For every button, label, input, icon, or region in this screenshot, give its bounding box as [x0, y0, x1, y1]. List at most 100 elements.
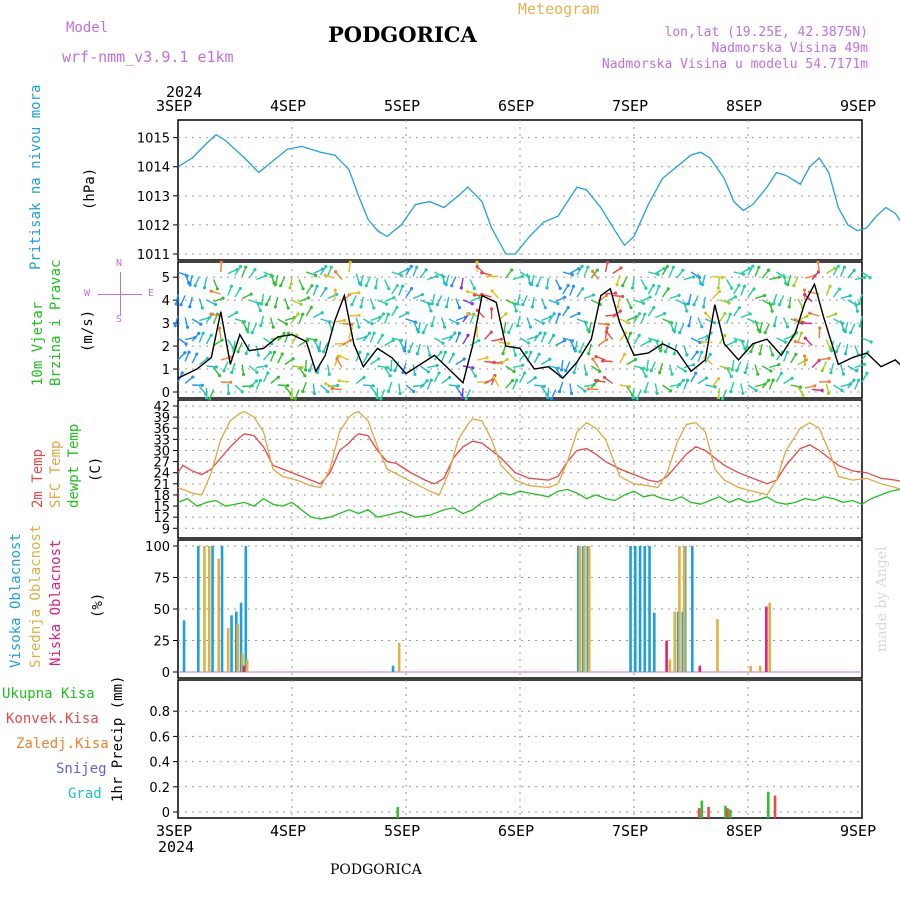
wind-arrow [573, 362, 578, 373]
wind-arrow-head [324, 264, 328, 269]
wind-arrow [412, 293, 423, 300]
wind-arrow-head [314, 338, 318, 342]
wind-arrow-head [792, 284, 796, 288]
cloud-bar-1 [668, 659, 672, 672]
wind-arrow [351, 295, 357, 305]
wind-arrow-head [766, 268, 771, 272]
wind-arrow-head [435, 274, 439, 278]
wind-arrow-head [480, 271, 484, 275]
wind-arrow-head [430, 302, 434, 306]
wind-arrow-head [651, 283, 656, 288]
wind-arrow [747, 288, 755, 298]
wind-arrow [711, 290, 720, 299]
wind-arrow-head [398, 391, 402, 396]
wind-arrow [569, 312, 580, 319]
cloud-bar-1 [678, 546, 681, 672]
wind-arrow [811, 271, 820, 280]
wind-arrow-head [195, 352, 199, 356]
wind-arrow [455, 298, 461, 309]
wind-arrow-head [700, 282, 704, 287]
wind-arrow-head [841, 372, 846, 376]
wind-arrow [782, 317, 789, 327]
wind-arrow [673, 343, 678, 354]
wind-arrow [647, 307, 655, 317]
wind-arrow-head [527, 341, 531, 345]
wind-arrow [693, 295, 699, 305]
wind-arrow-head [530, 305, 534, 309]
wind-arrow [717, 387, 721, 399]
wind-arrow [255, 301, 262, 311]
wind-arrow-head [683, 369, 687, 373]
wind-arrow [360, 296, 364, 307]
wind-arrow [184, 352, 190, 362]
wind-arrow [419, 365, 429, 373]
wind-arrow-head [229, 380, 233, 384]
wind-arrow-head [595, 268, 599, 272]
wind-arrow-head [643, 389, 647, 394]
wind-arrow [451, 276, 457, 286]
wind-arrow-head [303, 374, 307, 378]
wind-arrow [469, 367, 477, 377]
wind-arrow [540, 386, 548, 396]
wind-arrow [248, 365, 258, 373]
wind-arrow [284, 358, 294, 366]
wind-arrow-head [749, 349, 753, 354]
tick-bottom-label: 3SEP [156, 822, 193, 840]
wind-arrow [655, 267, 665, 275]
wind-arrow [191, 318, 202, 325]
y-tick-label: 1 [162, 363, 170, 378]
wind-arrow-head [209, 312, 213, 316]
wind-arrow [590, 365, 601, 372]
wind-arrow [565, 361, 571, 371]
wind-arrow [231, 362, 236, 373]
wind-arrow [448, 353, 455, 364]
wind-arrow [247, 321, 250, 332]
wind-arrow [306, 271, 316, 277]
wind-arrow-head [752, 287, 756, 291]
wind-arrow-head [254, 379, 258, 383]
wind-arrow [362, 318, 373, 325]
wind-arrow-head [357, 313, 361, 317]
series-line-2-1 [177, 410, 900, 496]
y-tick-label: 0.4 [149, 756, 170, 771]
wind-arrow [604, 376, 614, 385]
wind-arrow [554, 313, 560, 324]
wind-arrow [747, 384, 757, 392]
wind-arrow-head [387, 286, 391, 291]
wind-arrow [558, 381, 564, 392]
wind-arrow-head [522, 371, 527, 375]
precip-bar-1 [697, 808, 701, 818]
wind-arrow-head [858, 324, 862, 328]
wind-arrow-head [551, 333, 556, 337]
wind-arrow-head [501, 352, 505, 356]
wind-arrow-head [613, 291, 618, 295]
wind-arrow-head [533, 376, 537, 380]
wind-arrow [180, 295, 186, 305]
wind-arrow-head [409, 264, 413, 269]
wind-arrow [697, 317, 703, 328]
cloud-bar-1 [226, 627, 230, 672]
wind-arrow [683, 301, 688, 312]
wind-arrow [782, 351, 788, 362]
wind-arrow [812, 388, 823, 392]
wind-arrow-head [200, 383, 204, 387]
wind-arrow-head [357, 291, 361, 295]
wind-arrow-head [516, 302, 520, 306]
wind-arrow [775, 372, 782, 383]
wind-arrow-head [720, 397, 725, 401]
wind-arrow-head [777, 303, 782, 307]
wind-arrow-head [366, 352, 370, 356]
wind-arrow-head [219, 260, 223, 264]
wind-arrow-head [515, 378, 519, 382]
wind-arrow [218, 328, 222, 339]
wind-arrow-head [475, 265, 479, 269]
wind-arrow [355, 376, 365, 385]
wind-arrow-head [717, 377, 721, 381]
wind-arrow [469, 339, 480, 347]
wind-arrow [391, 271, 402, 276]
y-tick-label: 27 [153, 456, 170, 471]
wind-arrow [304, 359, 307, 371]
model-name: wrf-nmm_v3.9.1 e1km [62, 48, 234, 66]
wind-arrow-head [641, 301, 646, 305]
wind-arrow [702, 296, 706, 307]
